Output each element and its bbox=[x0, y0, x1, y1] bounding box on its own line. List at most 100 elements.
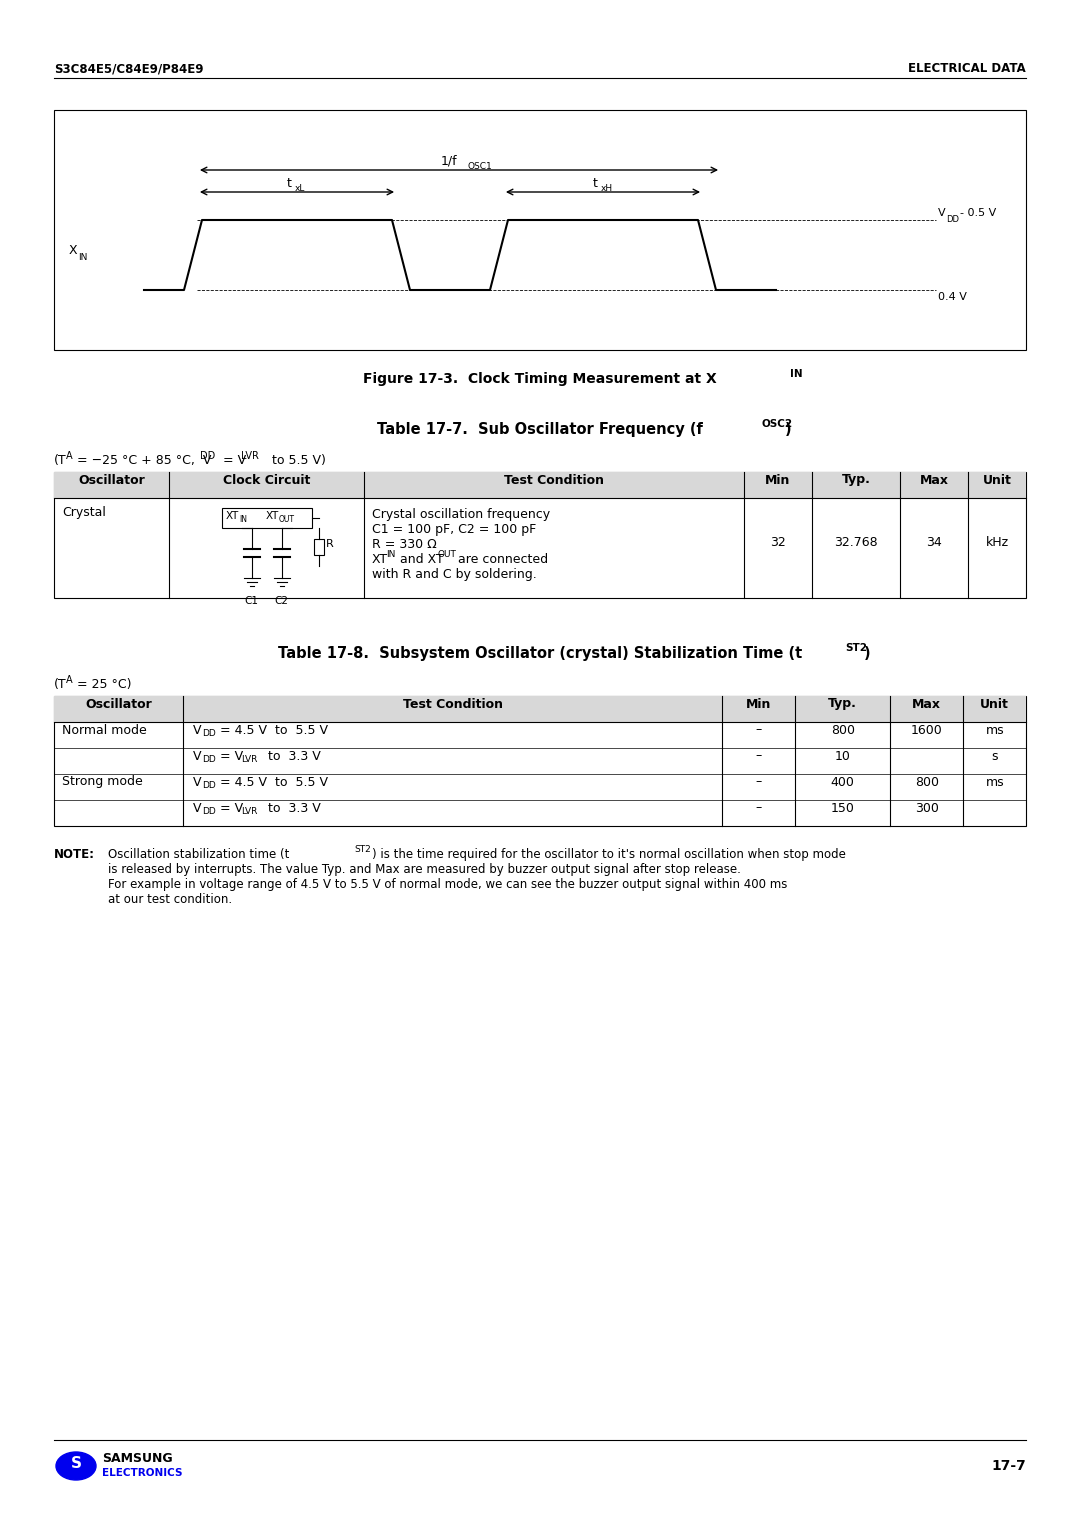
Text: DD: DD bbox=[200, 451, 215, 461]
Text: S: S bbox=[70, 1456, 81, 1471]
Text: = 4.5 V  to  5.5 V: = 4.5 V to 5.5 V bbox=[216, 723, 328, 736]
Text: kHz: kHz bbox=[985, 536, 1009, 550]
Text: R = 330 Ω: R = 330 Ω bbox=[372, 538, 436, 552]
Text: A: A bbox=[66, 451, 72, 461]
Text: A: A bbox=[66, 675, 72, 685]
Text: to  3.3 V: to 3.3 V bbox=[260, 802, 321, 814]
Text: t: t bbox=[286, 177, 292, 189]
Text: X: X bbox=[69, 244, 78, 258]
Text: 400: 400 bbox=[831, 776, 854, 788]
Text: Test Condition: Test Condition bbox=[504, 474, 604, 486]
Text: Typ.: Typ. bbox=[841, 474, 870, 486]
Text: Crystal oscillation frequency: Crystal oscillation frequency bbox=[372, 507, 550, 521]
Text: ms: ms bbox=[985, 776, 1004, 788]
Text: s: s bbox=[991, 750, 998, 762]
Text: at our test condition.: at our test condition. bbox=[108, 892, 232, 906]
Text: LVR: LVR bbox=[241, 451, 259, 461]
Text: 32: 32 bbox=[770, 536, 786, 550]
Text: C1: C1 bbox=[244, 596, 258, 607]
Text: OSC2: OSC2 bbox=[762, 419, 793, 429]
Text: OUT: OUT bbox=[279, 515, 295, 524]
Text: ms: ms bbox=[985, 723, 1004, 736]
Text: Unit: Unit bbox=[983, 474, 1012, 486]
Bar bbox=[313, 539, 324, 555]
Text: OUT: OUT bbox=[437, 550, 456, 559]
Text: –: – bbox=[756, 723, 761, 736]
Text: DD: DD bbox=[946, 215, 959, 225]
Text: V: V bbox=[193, 750, 202, 762]
Text: V: V bbox=[193, 802, 202, 814]
Text: to  3.3 V: to 3.3 V bbox=[260, 750, 321, 762]
Text: are connected: are connected bbox=[454, 553, 549, 565]
Text: V: V bbox=[193, 776, 202, 788]
Text: DD: DD bbox=[202, 755, 216, 764]
Text: Strong mode: Strong mode bbox=[62, 776, 143, 788]
Text: 34: 34 bbox=[927, 536, 942, 550]
Text: 10: 10 bbox=[835, 750, 851, 762]
Text: xL: xL bbox=[295, 183, 306, 193]
Text: = 25 °C): = 25 °C) bbox=[73, 678, 132, 691]
Text: Min: Min bbox=[746, 697, 771, 711]
Text: DD: DD bbox=[202, 807, 216, 816]
Text: ): ) bbox=[864, 646, 870, 662]
Ellipse shape bbox=[56, 1452, 96, 1481]
Text: and XT: and XT bbox=[396, 553, 444, 565]
Text: = V: = V bbox=[216, 802, 243, 814]
Text: LVR: LVR bbox=[241, 755, 258, 764]
Text: ST2: ST2 bbox=[845, 643, 867, 652]
Text: Oscillator: Oscillator bbox=[85, 697, 152, 711]
Bar bbox=[221, 507, 311, 529]
Text: XT: XT bbox=[266, 510, 279, 521]
Bar bbox=[54, 472, 1026, 597]
Text: (T: (T bbox=[54, 678, 67, 691]
Text: Unit: Unit bbox=[981, 697, 1009, 711]
Text: OSC1: OSC1 bbox=[467, 162, 491, 171]
Bar bbox=[54, 695, 1026, 827]
Text: SAMSUNG: SAMSUNG bbox=[102, 1452, 173, 1464]
Text: t: t bbox=[593, 177, 597, 189]
Bar bbox=[54, 472, 1026, 498]
Text: C1 = 100 pF, C2 = 100 pF: C1 = 100 pF, C2 = 100 pF bbox=[372, 523, 537, 536]
Text: Test Condition: Test Condition bbox=[403, 697, 502, 711]
Text: 300: 300 bbox=[915, 802, 939, 814]
Text: DD: DD bbox=[202, 729, 216, 738]
Text: 150: 150 bbox=[831, 802, 854, 814]
Bar bbox=[54, 110, 1026, 350]
Text: XT: XT bbox=[372, 553, 388, 565]
Text: Table 17-7.  Sub Oscillator Frequency (f: Table 17-7. Sub Oscillator Frequency (f bbox=[377, 422, 703, 437]
Text: DD: DD bbox=[202, 781, 216, 790]
Text: Crystal: Crystal bbox=[62, 506, 106, 520]
Text: 1/f: 1/f bbox=[441, 154, 458, 168]
Text: - 0.5 V: - 0.5 V bbox=[960, 208, 996, 219]
Text: –: – bbox=[756, 776, 761, 788]
Text: NOTE:: NOTE: bbox=[54, 848, 95, 860]
Text: IN: IN bbox=[78, 252, 87, 261]
Text: R: R bbox=[325, 539, 334, 549]
Text: = −25 °C + 85 °C,  V: = −25 °C + 85 °C, V bbox=[73, 454, 212, 468]
Text: Clock Circuit: Clock Circuit bbox=[222, 474, 310, 486]
Text: IN: IN bbox=[240, 515, 247, 524]
Text: 800: 800 bbox=[915, 776, 939, 788]
Text: is released by interrupts. The value Typ. and Max are measured by buzzer output : is released by interrupts. The value Typ… bbox=[108, 863, 741, 876]
Text: ): ) bbox=[785, 422, 792, 437]
Text: ELECTRICAL DATA: ELECTRICAL DATA bbox=[908, 63, 1026, 75]
Text: = V: = V bbox=[216, 750, 243, 762]
Text: For example in voltage range of 4.5 V to 5.5 V of normal mode, we can see the bu: For example in voltage range of 4.5 V to… bbox=[108, 879, 787, 891]
Text: –: – bbox=[756, 750, 761, 762]
Text: XT: XT bbox=[226, 510, 239, 521]
Text: Typ.: Typ. bbox=[828, 697, 858, 711]
Text: 0.4 V: 0.4 V bbox=[939, 292, 967, 303]
Bar bbox=[54, 695, 1026, 723]
Text: ) is the time required for the oscillator to it's normal oscillation when stop m: ) is the time required for the oscillato… bbox=[372, 848, 846, 860]
Text: Oscillation stabilization time (t: Oscillation stabilization time (t bbox=[108, 848, 289, 860]
Text: Oscillator: Oscillator bbox=[78, 474, 145, 486]
Text: Max: Max bbox=[919, 474, 948, 486]
Text: Normal mode: Normal mode bbox=[62, 723, 147, 736]
Text: 17-7: 17-7 bbox=[991, 1459, 1026, 1473]
Text: xH: xH bbox=[600, 183, 613, 193]
Text: C2: C2 bbox=[274, 596, 288, 607]
Text: = 4.5 V  to  5.5 V: = 4.5 V to 5.5 V bbox=[216, 776, 328, 788]
Text: IN: IN bbox=[789, 368, 802, 379]
Text: S3C84E5/C84E9/P84E9: S3C84E5/C84E9/P84E9 bbox=[54, 63, 203, 75]
Text: with R and C by soldering.: with R and C by soldering. bbox=[372, 568, 537, 581]
